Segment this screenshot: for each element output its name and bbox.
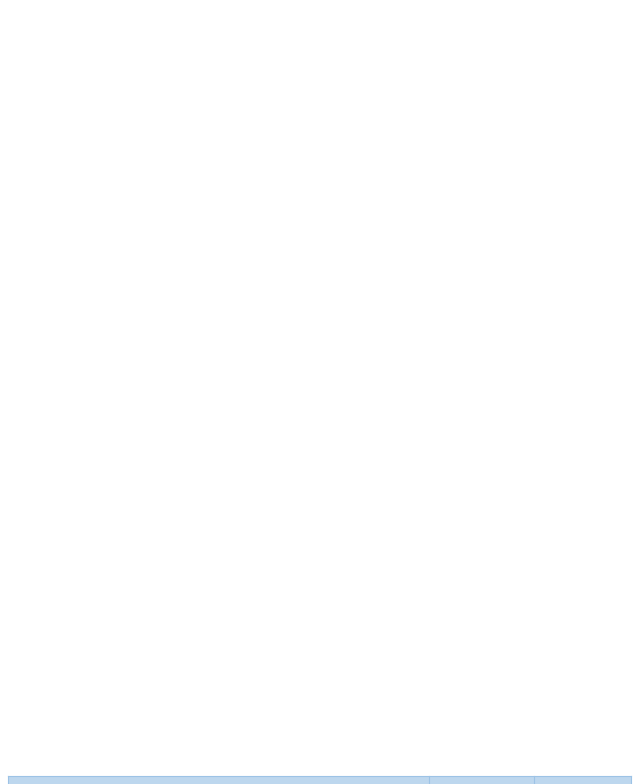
Bar (8, 776, 631, 784)
